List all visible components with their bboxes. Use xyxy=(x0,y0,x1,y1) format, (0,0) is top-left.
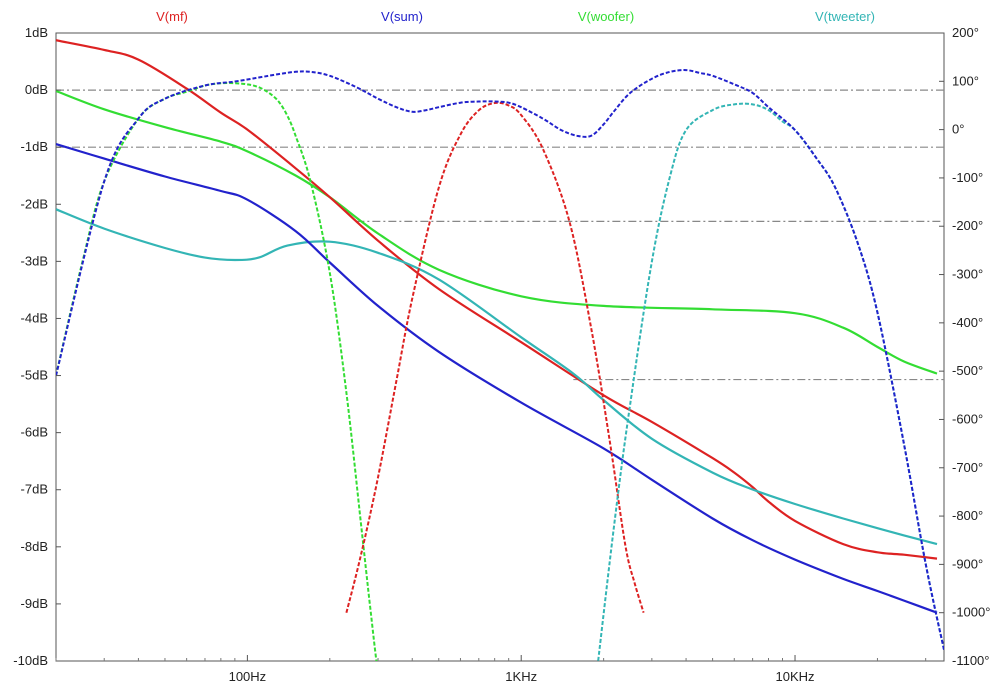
left-tick-label: -9dB xyxy=(21,596,48,611)
left-tick-label: -6dB xyxy=(21,425,48,440)
right-tick-label: -600° xyxy=(952,411,983,426)
right-tick-label: -900° xyxy=(952,556,983,571)
left-tick-label: -2dB xyxy=(21,196,48,211)
left-tick-label: -7dB xyxy=(21,482,48,497)
legend-entry: V(tweeter) xyxy=(815,9,875,24)
right-tick-label: 200° xyxy=(952,25,979,40)
right-tick-label: -300° xyxy=(952,267,983,282)
left-tick-label: -10dB xyxy=(13,653,48,668)
series-vtweeter-phase xyxy=(56,208,938,546)
series-vsum-magnitude xyxy=(56,69,944,650)
left-tick-label: -1dB xyxy=(21,139,48,154)
series-vwoofer-magnitude xyxy=(56,82,378,661)
series-group xyxy=(56,39,944,661)
right-tick-label: -500° xyxy=(952,363,983,378)
reference-lines xyxy=(56,89,944,381)
right-tick-label: 0° xyxy=(952,122,964,137)
right-tick-label: -100° xyxy=(952,170,983,185)
plot-frame xyxy=(55,32,945,662)
left-tick-label: 1dB xyxy=(25,25,48,40)
legend: V(mf) V(sum) V(woofer) V(tweeter) xyxy=(156,9,875,24)
x-tick-label: 100Hz xyxy=(229,669,267,684)
plot-border xyxy=(55,32,945,662)
left-tick-label: -4dB xyxy=(21,310,48,325)
series-vsum-phase xyxy=(56,143,938,614)
left-tick-label: 0dB xyxy=(25,82,48,97)
right-tick-label: -800° xyxy=(952,508,983,523)
legend-entry: V(woofer) xyxy=(578,9,634,24)
legend-entry: V(sum) xyxy=(381,9,423,24)
right-tick-label: -200° xyxy=(952,218,983,233)
right-tick-label: 100° xyxy=(952,73,979,88)
series-vtweeter-magnitude xyxy=(597,102,944,661)
series-vwoofer-phase xyxy=(56,89,938,375)
left-tick-label: -8dB xyxy=(21,539,48,554)
series-vmf-phase xyxy=(56,39,938,560)
tick-labels: 1dB 0dB -1dB -2dB -3dB -4dB -5dB -6dB -7dB -8dB -9… xyxy=(13,25,990,684)
left-tick-label: -5dB xyxy=(21,368,48,383)
legend-entry: V(mf) xyxy=(156,9,188,24)
right-tick-label: -700° xyxy=(952,460,983,475)
series-vmf-magnitude xyxy=(345,101,645,613)
x-tick-label: 1KHz xyxy=(505,669,537,684)
right-tick-label: -1100° xyxy=(952,653,989,668)
left-tick-label: -3dB xyxy=(21,253,48,268)
right-tick-label: -400° xyxy=(952,315,983,330)
right-tick-label: -1000° xyxy=(952,605,990,620)
x-tick-label: 10KHz xyxy=(776,669,815,684)
